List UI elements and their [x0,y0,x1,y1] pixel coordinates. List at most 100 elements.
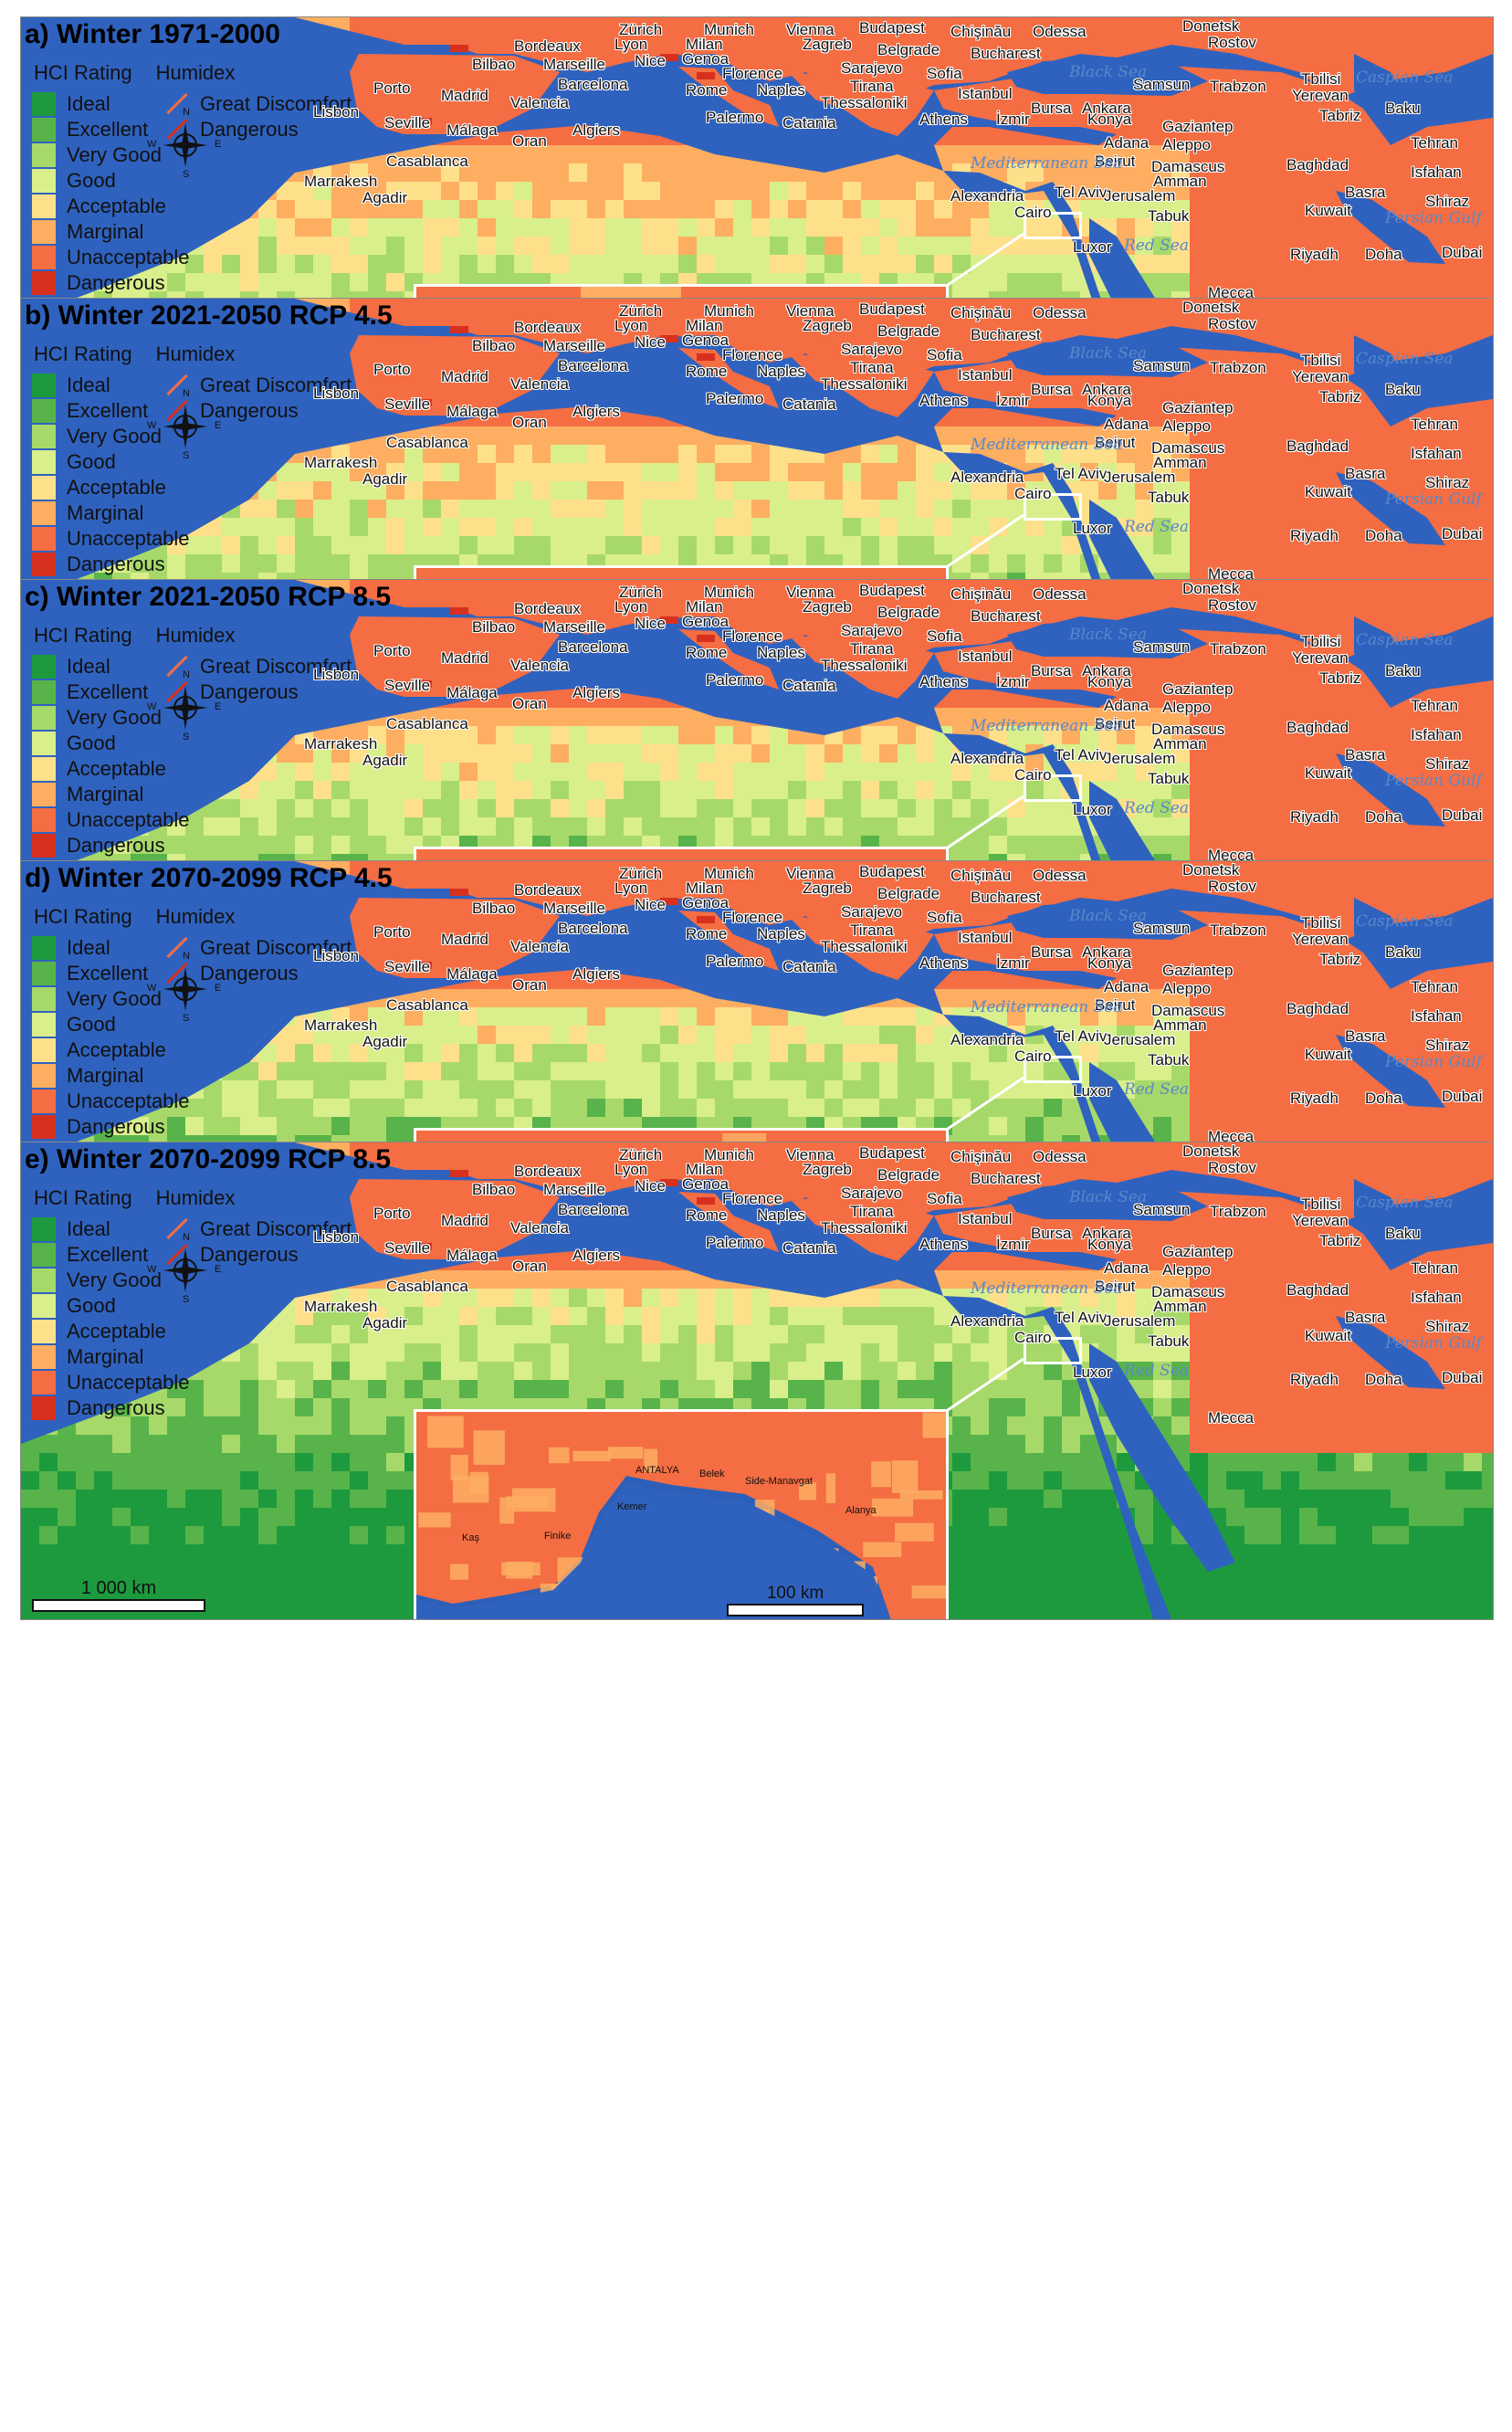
legend-humidex-header: Humidex [155,61,236,84]
city-label: Damascus [1151,1283,1225,1300]
city-label: Beirut [1095,715,1136,732]
city-label: Trabzon [1210,1203,1266,1220]
city-label: Basra [1345,184,1386,201]
panel-title: b) Winter 2021-2050 RCP 4.5 [25,300,393,331]
city-label: Genoa [682,613,730,630]
inset-place-label: Alanya [845,1505,877,1516]
city-label: İzmir [996,673,1030,690]
city-label: Madrid [441,87,488,104]
city-label: Marrakesh [304,454,378,471]
city-label: Basra [1345,1309,1386,1326]
city-label: Thessaloniki [821,375,908,393]
city-label: Amman [1153,454,1207,471]
inland-sea [1007,335,1208,377]
city-label: Chişinău [950,1148,1012,1165]
city-label: Shiraz [1425,474,1470,491]
city-label: Algiers [572,684,620,701]
legend-swatch [32,808,56,832]
compass-n-label: N [183,1232,190,1243]
inset-marginal-patch [418,1512,451,1528]
city-label: Adana [1104,134,1150,152]
inset-location-box [1024,212,1082,239]
city-label: Doha [1365,246,1402,263]
city-label: Tabuk [1148,207,1190,225]
compass-s-label: S [183,1013,190,1024]
city-label: Athens [919,954,968,972]
city-label: Marseille [543,618,606,636]
city-label: Oran [512,414,547,431]
inland-sea [1354,54,1409,136]
city-label: Baku [1385,100,1421,117]
city-label: Doha [1365,527,1402,544]
city-label: Marrakesh [304,735,378,753]
sea-label: Persian Gulf [1385,1053,1482,1071]
city-label: Tirana [850,640,894,658]
city-label: Doha [1365,808,1402,826]
city-label: Zürich [619,865,663,882]
compass-rose-icon: N S W E [147,1232,221,1305]
city-label: Porto [373,79,411,97]
legend-item: Excellent [32,397,148,425]
city-label: Rome [686,925,728,942]
sea-label: Persian Gulf [1385,490,1482,509]
legend-item: Dangerous [32,1395,165,1422]
city-label: Kuwait [1305,1327,1352,1344]
panel-title: a) Winter 1971-2000 [25,19,280,49]
city-label: Aleppo [1162,980,1211,997]
city-label: Naples [757,81,805,99]
humidex-legend-label: Great Discomfort [200,92,352,115]
compass-rose-icon: N S W E [147,388,221,461]
city-label: Isfahan [1411,445,1462,462]
legend-item: Ideal [32,934,110,962]
legend-label: Good [67,450,116,473]
city-label: Catania [782,958,836,975]
city-label: Barcelona [558,76,628,93]
humidex-dangerous-patch [450,607,468,615]
legend-item: Ideal [32,372,110,399]
city-label: Naples [757,363,805,380]
city-label: Istanbul [958,85,1013,102]
inset-marginal-patch [501,1562,541,1576]
city-label: Jerusalem [1104,187,1176,205]
legend-label: Marginal [67,1345,144,1368]
legend-swatch [32,732,56,755]
legend-item: Very Good [32,704,162,732]
sea-label: Mediterranean Sea [971,998,1123,1016]
legend-item: Ideal [32,1216,110,1243]
sea-label: Black Sea [1069,63,1148,81]
city-label: Budapest [859,582,925,599]
legend-header: HCI Rating Humidex [34,624,258,647]
city-label: Dubai [1442,525,1483,542]
city-label: Donetsk [1182,861,1240,879]
city-label: Bucharest [971,607,1041,625]
humidex-legend-item: Great Discomfort [165,1216,352,1243]
city-label: Gaziantep [1162,399,1234,416]
humidex-dangerous-patch [450,1170,468,1177]
legend-swatch [32,92,56,116]
inset-location-box [1024,1337,1082,1364]
city-label: Belgrade [877,322,940,340]
city-label: Athens [919,392,968,409]
legend-label: Acceptable [67,476,166,499]
compass-w-label: W [147,983,157,994]
humidex-dangerous-patch [697,72,715,79]
city-label: Sofia [927,1190,962,1207]
legend-label: Good [67,169,116,192]
humidex-dangerous-patch [697,916,715,923]
legend-item: Ideal [32,653,110,680]
inland-sea [1007,1179,1208,1221]
city-label: Marrakesh [304,1016,378,1034]
city-label: Barcelona [558,357,628,374]
city-label: Baku [1385,662,1421,679]
city-label: Sofia [927,65,962,82]
city-label: Adana [1104,416,1150,433]
city-label: Luxor [1073,520,1112,537]
city-label: Dubai [1442,244,1483,261]
legend-item: Good [32,730,116,757]
humidex-dangerous-patch [414,962,432,969]
city-label: Seville [384,1239,431,1257]
city-label: Sarajevo [841,1184,903,1202]
city-label: Agadir [362,752,408,769]
city-label: Porto [373,923,411,941]
city-label: Baghdad [1286,1000,1349,1017]
